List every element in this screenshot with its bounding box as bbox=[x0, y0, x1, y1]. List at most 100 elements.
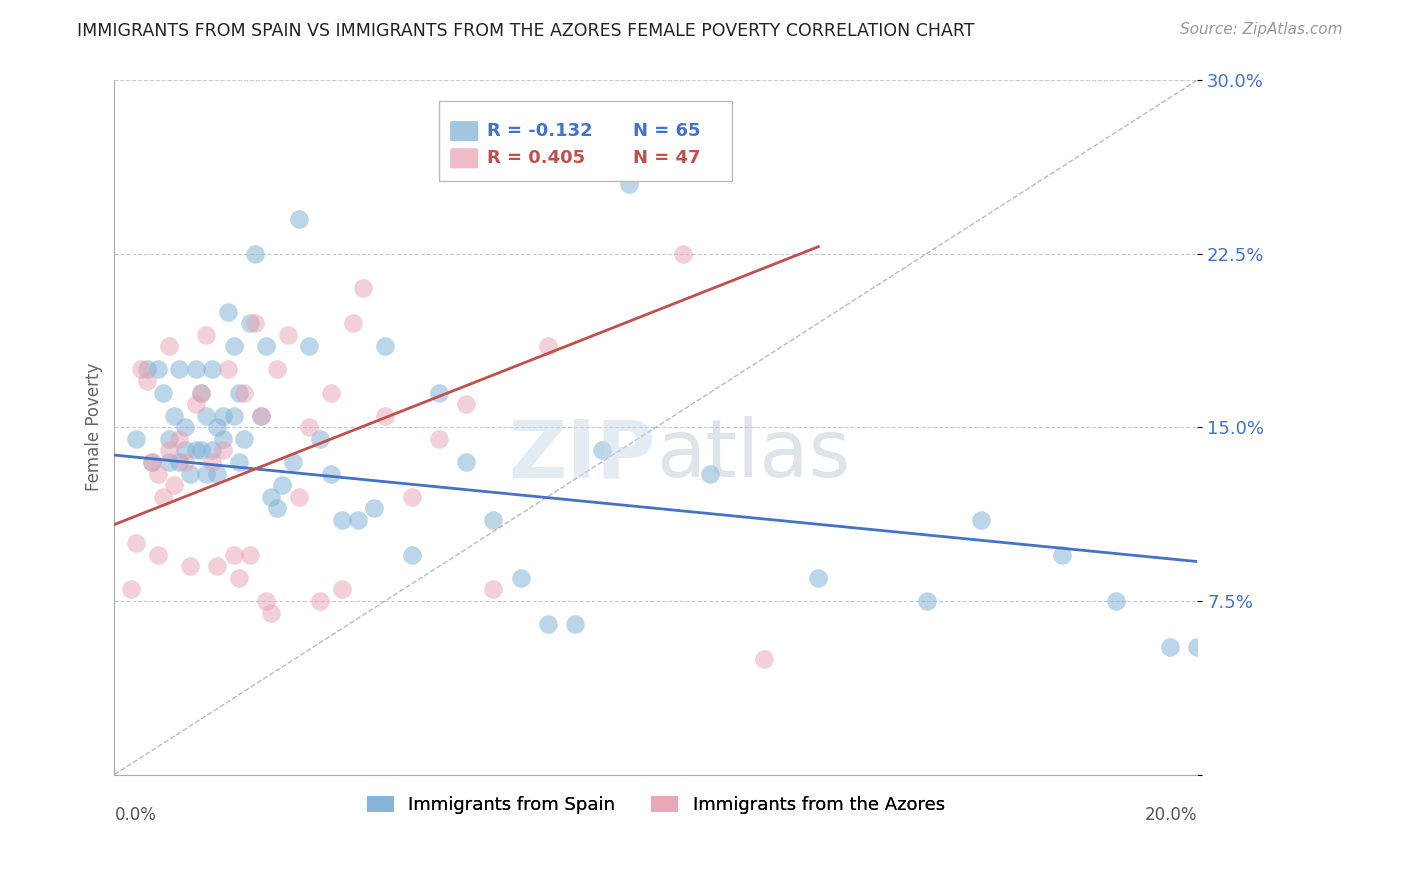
Point bbox=[173, 420, 195, 434]
Point bbox=[330, 513, 353, 527]
Point bbox=[152, 490, 174, 504]
Point bbox=[169, 362, 191, 376]
Point bbox=[169, 432, 191, 446]
Text: ZIP: ZIP bbox=[509, 416, 655, 494]
Point bbox=[190, 443, 212, 458]
Point bbox=[401, 490, 423, 504]
Point bbox=[125, 432, 148, 446]
Point bbox=[1050, 548, 1073, 562]
Text: 0.0%: 0.0% bbox=[114, 805, 156, 824]
Point bbox=[201, 455, 224, 469]
Point bbox=[207, 420, 229, 434]
Point bbox=[427, 432, 450, 446]
Point bbox=[222, 339, 245, 353]
Point bbox=[195, 409, 218, 423]
Point bbox=[509, 571, 531, 585]
Point bbox=[249, 409, 271, 423]
Point bbox=[179, 467, 201, 481]
Point bbox=[374, 409, 396, 423]
Point bbox=[456, 455, 478, 469]
Point bbox=[564, 617, 586, 632]
Text: R = -0.132: R = -0.132 bbox=[486, 122, 592, 140]
Point bbox=[207, 559, 229, 574]
Point bbox=[146, 548, 169, 562]
Point bbox=[211, 409, 233, 423]
Point bbox=[319, 385, 342, 400]
Point bbox=[163, 409, 186, 423]
Point bbox=[536, 339, 558, 353]
Point bbox=[672, 246, 695, 260]
Point bbox=[190, 385, 212, 400]
Point bbox=[135, 362, 157, 376]
Point bbox=[1159, 640, 1181, 655]
Point bbox=[427, 385, 450, 400]
Point bbox=[298, 420, 321, 434]
Point bbox=[173, 455, 195, 469]
Point bbox=[228, 455, 250, 469]
Point bbox=[591, 143, 613, 157]
Point bbox=[211, 432, 233, 446]
Point bbox=[309, 594, 332, 608]
Point bbox=[211, 443, 233, 458]
Point bbox=[233, 385, 256, 400]
Point bbox=[184, 362, 207, 376]
Point bbox=[184, 397, 207, 411]
Point bbox=[591, 443, 613, 458]
Point bbox=[245, 316, 267, 330]
Point bbox=[131, 362, 153, 376]
Point bbox=[754, 652, 776, 666]
Point bbox=[233, 432, 256, 446]
Point bbox=[277, 327, 299, 342]
Point bbox=[353, 281, 375, 295]
Point bbox=[401, 548, 423, 562]
Point bbox=[201, 443, 224, 458]
Point bbox=[184, 443, 207, 458]
Point bbox=[169, 455, 191, 469]
Point bbox=[228, 385, 250, 400]
Point bbox=[157, 339, 180, 353]
Point bbox=[699, 467, 721, 481]
Point bbox=[195, 467, 218, 481]
Point bbox=[245, 246, 267, 260]
Point bbox=[319, 467, 342, 481]
Point bbox=[807, 571, 830, 585]
Text: IMMIGRANTS FROM SPAIN VS IMMIGRANTS FROM THE AZORES FEMALE POVERTY CORRELATION C: IMMIGRANTS FROM SPAIN VS IMMIGRANTS FROM… bbox=[77, 22, 974, 40]
Point bbox=[374, 339, 396, 353]
Point bbox=[239, 548, 262, 562]
Text: atlas: atlas bbox=[655, 416, 851, 494]
Point bbox=[207, 467, 229, 481]
Point bbox=[222, 409, 245, 423]
Point bbox=[239, 316, 262, 330]
Point bbox=[298, 339, 321, 353]
Text: Source: ZipAtlas.com: Source: ZipAtlas.com bbox=[1180, 22, 1343, 37]
Legend: Immigrants from Spain, Immigrants from the Azores: Immigrants from Spain, Immigrants from t… bbox=[360, 789, 952, 822]
Point bbox=[173, 443, 195, 458]
Point bbox=[201, 362, 224, 376]
Point bbox=[330, 582, 353, 597]
Point bbox=[482, 582, 505, 597]
Point bbox=[179, 559, 201, 574]
Point bbox=[266, 501, 288, 516]
Point bbox=[141, 455, 163, 469]
Point bbox=[217, 304, 239, 318]
Text: R = 0.405: R = 0.405 bbox=[486, 149, 585, 168]
Point bbox=[970, 513, 993, 527]
Point bbox=[342, 316, 364, 330]
Point bbox=[163, 478, 186, 492]
Point bbox=[260, 606, 283, 620]
FancyBboxPatch shape bbox=[450, 121, 478, 141]
Point bbox=[120, 582, 142, 597]
Point bbox=[1105, 594, 1128, 608]
Point bbox=[222, 548, 245, 562]
Text: 20.0%: 20.0% bbox=[1144, 805, 1198, 824]
Point bbox=[1187, 640, 1209, 655]
FancyBboxPatch shape bbox=[450, 148, 478, 169]
Point bbox=[157, 455, 180, 469]
Point bbox=[915, 594, 938, 608]
Point bbox=[617, 177, 640, 191]
Point bbox=[146, 362, 169, 376]
Point bbox=[260, 490, 283, 504]
Point bbox=[152, 385, 174, 400]
Point bbox=[287, 490, 309, 504]
Point bbox=[363, 501, 385, 516]
